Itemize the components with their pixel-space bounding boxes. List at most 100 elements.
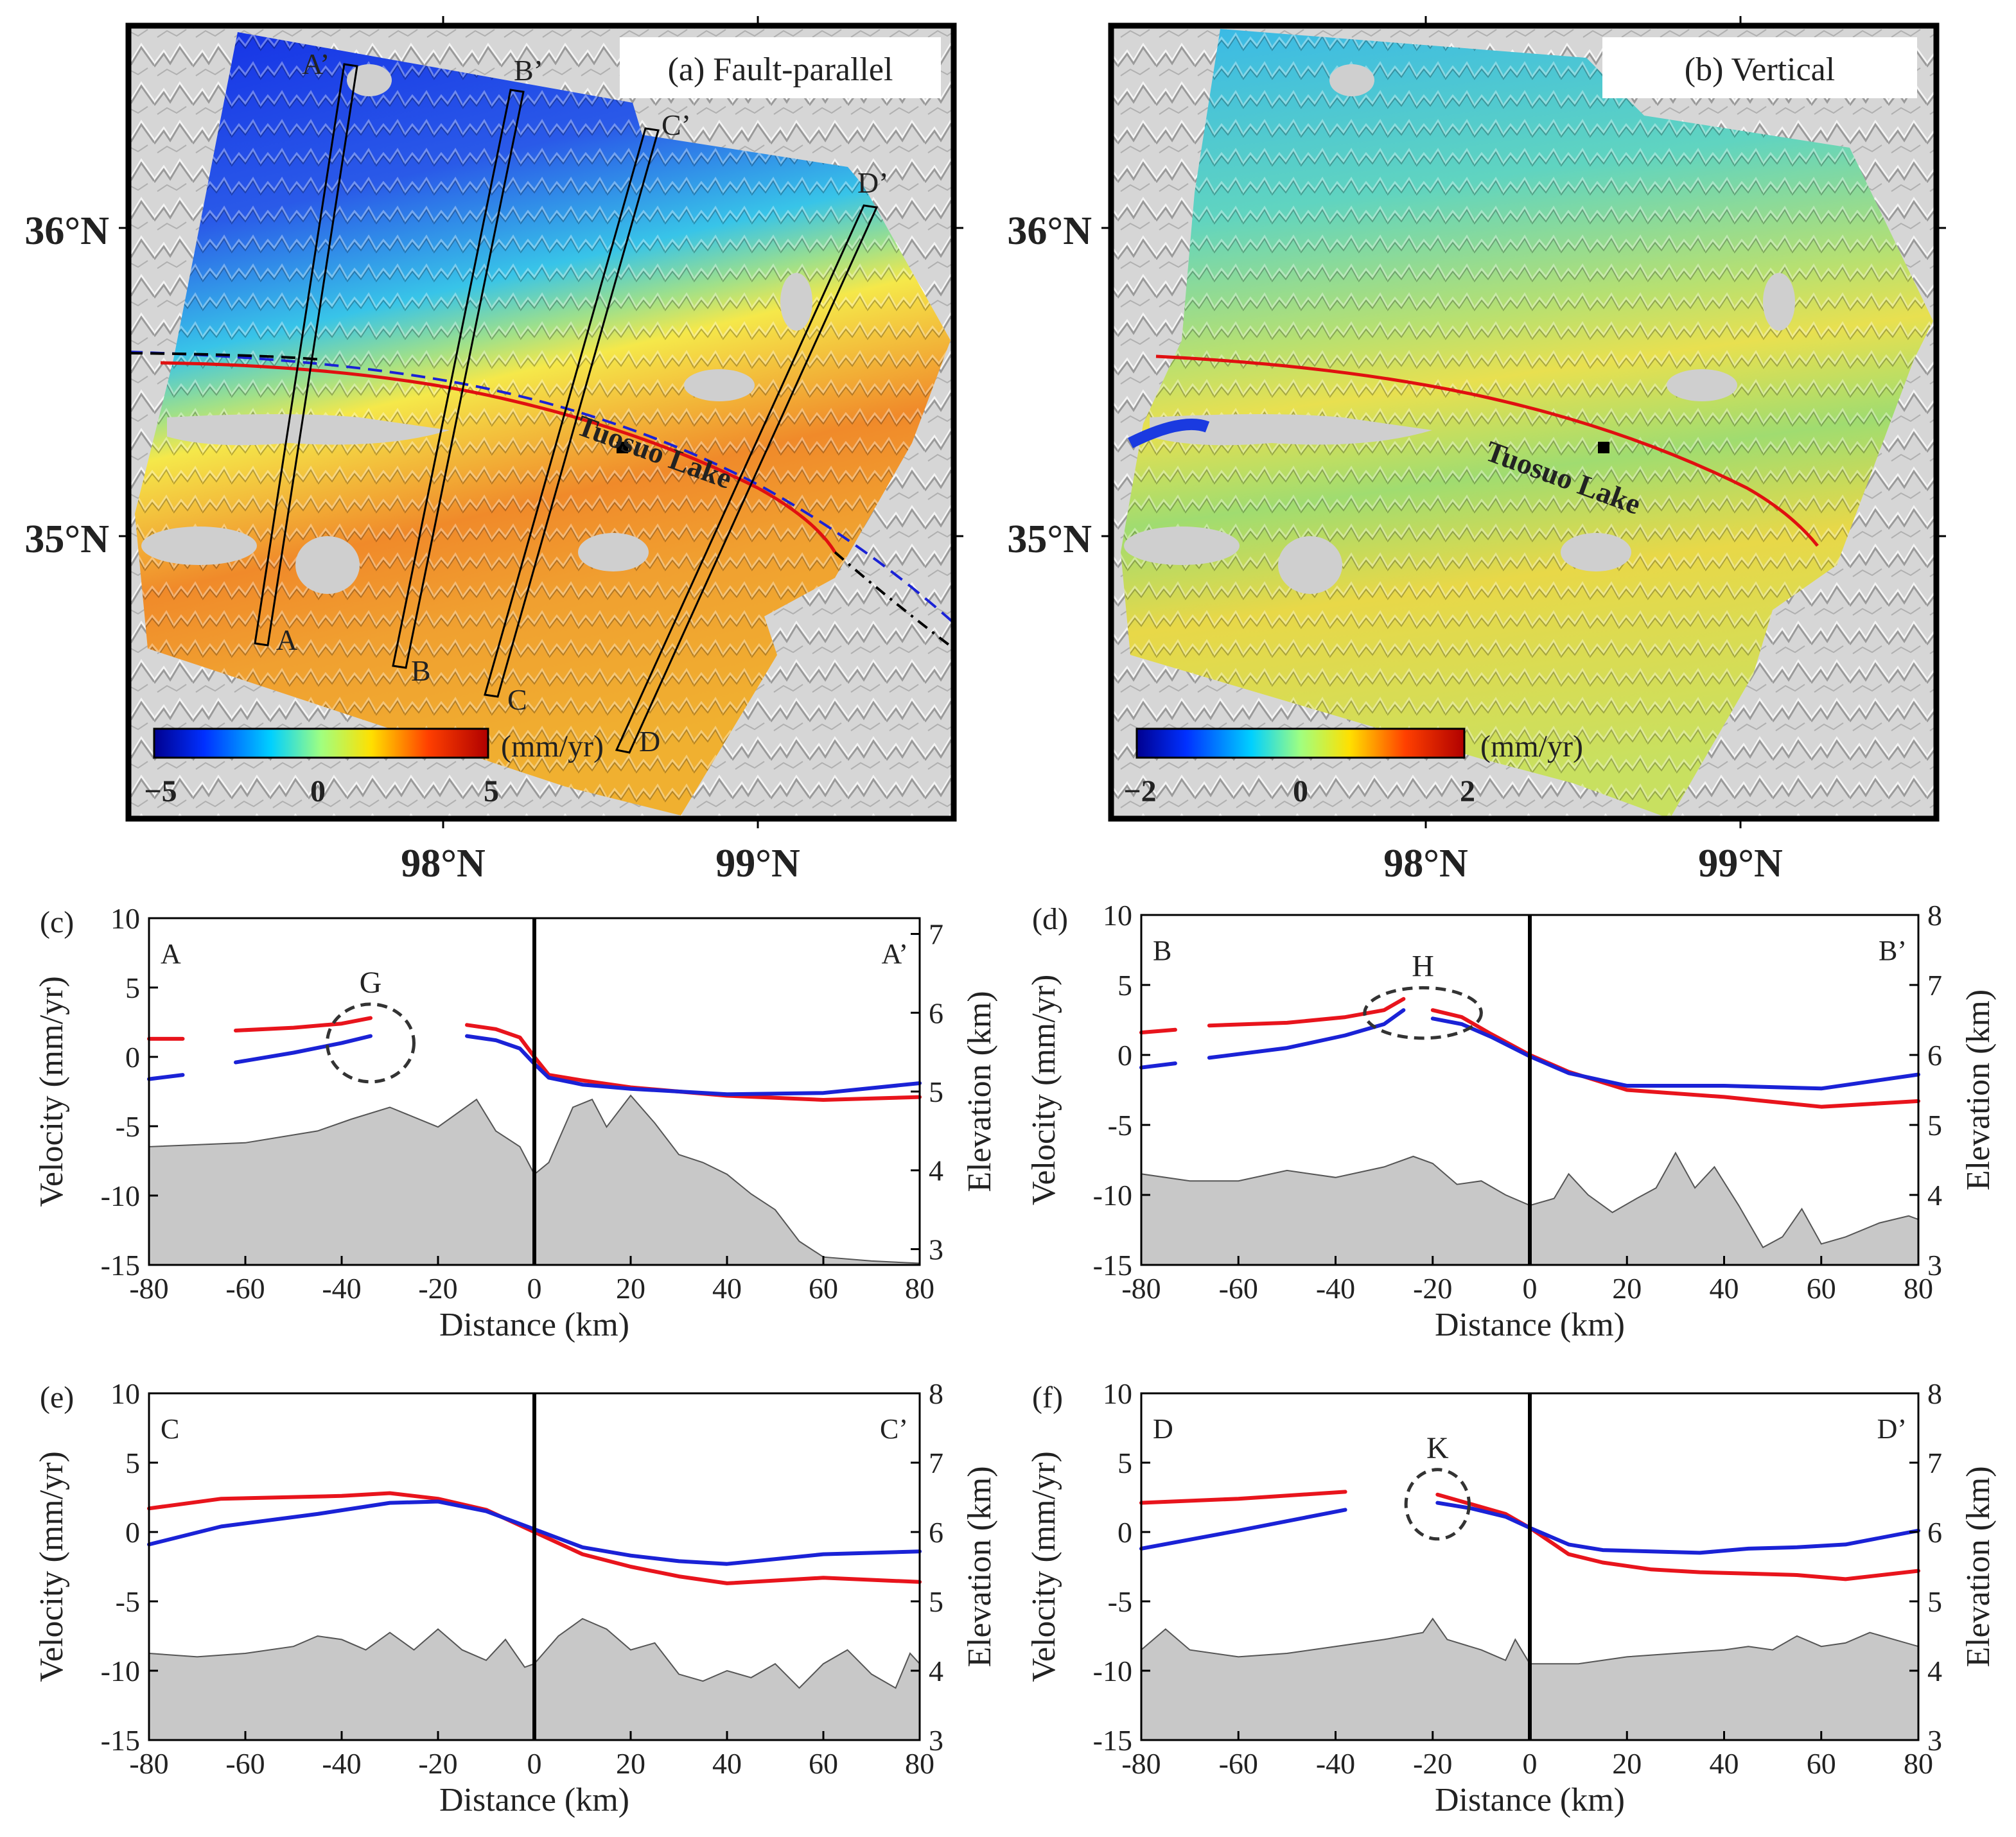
fault-blue-dashed [128, 351, 955, 624]
y-tick-label: 5 [125, 971, 140, 1004]
velocity-series-blue [1435, 1501, 1920, 1555]
y-tick-label: 5 [1118, 1447, 1132, 1479]
profile-panel-f: -80 -60 -40 -20 0 20 40 60 80 10 5 0 -5 -10 -15 8 7 6 5 4 3 D… [1026, 1377, 1997, 1818]
y-tick-label: 0 [125, 1516, 140, 1549]
profile-end-b: B’ [514, 54, 543, 87]
y2-axis-title: Elevation (km) [961, 1466, 998, 1667]
y2-tick-label: 6 [1927, 1039, 1942, 1072]
lake [1667, 369, 1737, 401]
y-axis-title: Velocity (mm/yr) [33, 1451, 70, 1682]
map-a-colorbar [153, 727, 489, 759]
lake [1561, 533, 1631, 571]
map-b-lat-35: 35°N [1007, 518, 1092, 561]
y2-tick-label: 7 [929, 918, 943, 951]
y2-tick-label: 3 [1927, 1249, 1942, 1282]
x-tick-label: -40 [322, 1747, 361, 1780]
lake [1763, 273, 1795, 331]
fault-black-dashdot [834, 551, 955, 650]
x-tick-label: -60 [1219, 1272, 1258, 1305]
x-tick-label: 80 [1904, 1747, 1933, 1780]
map-a: (a) Fault-parallel [119, 16, 963, 828]
y2-tick-label: 4 [1927, 1655, 1942, 1687]
profile-end-label: A’ [881, 938, 908, 970]
x-tick-label: 40 [1710, 1272, 1739, 1305]
x-axis-title: Distance (km) [1435, 1782, 1625, 1818]
velocity-series-red [1139, 1490, 1347, 1505]
y-tick-label: 10 [110, 902, 140, 935]
panel-label: (f) [1032, 1380, 1063, 1415]
anomaly-label: H [1412, 949, 1434, 983]
velocity-series-red [465, 1023, 922, 1102]
blue-anomaly [1127, 418, 1210, 449]
velocity-series-blue [1139, 1061, 1177, 1070]
y2-axis-title: Elevation (km) [1960, 1466, 1997, 1667]
y2-tick-label: 7 [929, 1447, 943, 1479]
y-tick-label: -10 [101, 1655, 140, 1687]
y2-tick-label: 3 [1927, 1724, 1942, 1757]
profile-box-a [254, 63, 358, 647]
panel-label: (c) [40, 905, 74, 939]
profile-start-label: D [1153, 1413, 1173, 1445]
profile-start-label: A [161, 938, 181, 970]
lake [347, 64, 392, 96]
y2-tick-label: 7 [1927, 969, 1942, 1002]
x-axis-title: Distance (km) [439, 1782, 629, 1818]
map-b-colorbar-min: −2 [1123, 774, 1156, 808]
map-b-colorbar-mid: 0 [1293, 774, 1308, 808]
map-b-colorbar-unit: (mm/yr) [1480, 729, 1583, 763]
tuosuo-lake-marker [1598, 442, 1609, 453]
lake [780, 273, 812, 331]
velocity-series-red [1430, 1008, 1920, 1109]
map-a-lat-36: 36°N [24, 209, 109, 253]
profile-start-label: B [1153, 935, 1171, 966]
x-tick-label: 20 [1612, 1272, 1642, 1305]
x-axis-title: Distance (km) [1435, 1307, 1625, 1343]
fault-black-dashed [128, 352, 322, 361]
lake [141, 527, 257, 565]
map-b-colorbar-max: 2 [1460, 774, 1475, 808]
y2-tick-label: 3 [929, 1724, 943, 1757]
x-tick-label: 60 [809, 1747, 838, 1780]
lake [1124, 527, 1240, 565]
velocity-series-blue [1430, 1016, 1920, 1091]
y-tick-label: -5 [1108, 1109, 1132, 1142]
y-tick-label: 5 [1118, 969, 1132, 1002]
profile-panel-d: -80 -60 -40 -20 0 20 40 60 80 10 5 0 -5 -10 -15 8 7 6 5 4 3 D… [1026, 899, 1997, 1343]
x-tick-label: 0 [1523, 1272, 1538, 1305]
profile-start-b: B [411, 654, 431, 687]
x-tick-label: 80 [905, 1272, 934, 1305]
x-tick-label: 80 [1904, 1272, 1933, 1305]
map-a-colorbar-mid: 0 [310, 774, 326, 808]
lake [684, 369, 755, 401]
x-tick-label: -80 [1121, 1272, 1161, 1305]
map-b-lat-36: 36°N [1007, 209, 1092, 253]
y2-tick-label: 8 [1927, 1377, 1942, 1410]
x-tick-label: -80 [129, 1747, 168, 1780]
map-a-title: (a) Fault-parallel [668, 51, 893, 88]
x-tick-label: 60 [1807, 1272, 1836, 1305]
y2-tick-label: 6 [929, 1516, 943, 1549]
y-tick-label: -10 [1093, 1179, 1132, 1212]
map-a-colorbar-unit: (mm/yr) [501, 729, 604, 763]
y2-tick-label: 4 [929, 1655, 943, 1687]
x-tick-label: 40 [712, 1747, 742, 1780]
map-b-lon-99: 99°N [1698, 842, 1783, 885]
profile-panel-c: -80 -60 -40 -20 0 20 40 60 80 10 5 0 -5 -10 -15 7 6 5 4 3 Di… [33, 902, 998, 1343]
x-tick-label: 20 [616, 1272, 645, 1305]
y-tick-label: 0 [125, 1041, 140, 1074]
y-tick-label: -15 [1093, 1724, 1132, 1757]
map-b-title-box [1602, 37, 1917, 98]
velocity-series-blue [147, 1073, 185, 1081]
lake [578, 533, 649, 571]
map-a-lon-99: 99°N [715, 842, 800, 885]
lake [295, 536, 360, 594]
y-tick-label: -10 [101, 1180, 140, 1212]
velocity-series-red [1139, 1027, 1177, 1035]
y2-tick-label: 5 [1927, 1109, 1942, 1142]
y2-tick-label: 5 [929, 1585, 943, 1618]
y-tick-label: 10 [1103, 1377, 1132, 1410]
x-tick-label: -60 [225, 1272, 265, 1305]
y-tick-label: -5 [116, 1585, 140, 1618]
x-tick-label: -60 [225, 1747, 265, 1780]
